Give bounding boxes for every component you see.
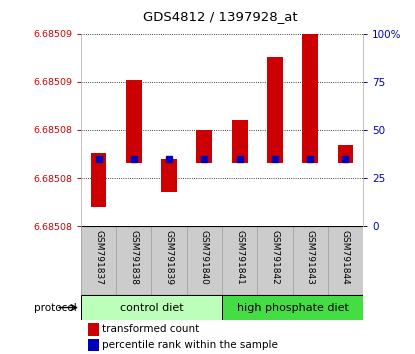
Bar [88,323,99,336]
Text: percentile rank within the sample: percentile rank within the sample [102,340,278,350]
Text: control diet: control diet [120,303,183,313]
Text: GSM791841: GSM791841 [235,230,244,285]
Text: GDS4812 / 1397928_at: GDS4812 / 1397928_at [143,10,297,23]
FancyBboxPatch shape [222,295,363,320]
Text: GSM791844: GSM791844 [341,230,350,284]
Text: GSM791843: GSM791843 [306,230,315,285]
Bar [232,120,248,162]
Text: GSM791842: GSM791842 [271,230,279,284]
Text: transformed count: transformed count [102,324,199,334]
Text: GSM791840: GSM791840 [200,230,209,285]
Text: GSM791838: GSM791838 [129,230,138,285]
Text: GSM791839: GSM791839 [165,230,173,285]
Bar [302,34,318,162]
Bar [88,339,99,350]
FancyBboxPatch shape [81,295,222,320]
Bar [337,145,354,162]
Bar [196,130,212,162]
Bar [126,80,142,162]
Text: GSM791837: GSM791837 [94,230,103,285]
Bar [267,57,283,162]
Bar [90,153,107,207]
Bar [161,159,177,192]
Text: protocol: protocol [34,303,77,313]
Text: high phosphate diet: high phosphate diet [237,303,349,313]
